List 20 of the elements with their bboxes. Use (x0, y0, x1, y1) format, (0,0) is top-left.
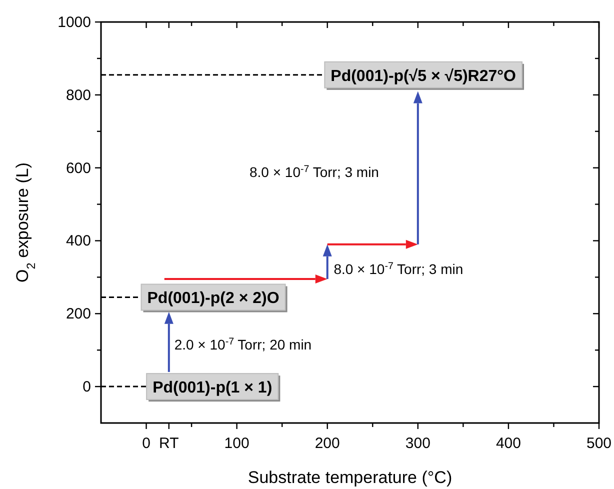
x-tick-label: 0 (142, 435, 150, 452)
x-tick-label: 500 (586, 435, 612, 452)
y-tick-label: 800 (66, 86, 91, 104)
x-tick-label: 400 (496, 435, 521, 452)
x-tick-label: 200 (314, 435, 340, 452)
x-tick-label: 100 (224, 435, 250, 452)
y-tick-label: 0 (82, 378, 91, 396)
x-axis-title: Substrate temperature (°C) (248, 468, 452, 487)
annotation: 8.0 × 10$^{-7}$ Torr; 3 min (334, 260, 464, 277)
x-tick-label: RT (159, 435, 179, 452)
y-tick-label: 1000 (58, 14, 91, 31)
x-tick-label: 300 (405, 435, 430, 452)
annotation: 8.0 × 10$^{-7}$ Torr; 3 min (249, 163, 379, 180)
y-tick-label: 600 (66, 160, 91, 177)
ref-line-label: Pd(001)-p(2 × 2)O (147, 290, 280, 308)
ref-line-label: Pd(001)-p(1 × 1) (152, 380, 272, 397)
ref-line-label: Pd(001)-p(√5 × √5)R27°O (330, 68, 516, 85)
y-tick-label: 400 (66, 232, 91, 250)
y-tick-label: 200 (66, 306, 91, 323)
annotation: 2.0 × 10$^{-7}$ Torr; 20 min (174, 336, 312, 353)
